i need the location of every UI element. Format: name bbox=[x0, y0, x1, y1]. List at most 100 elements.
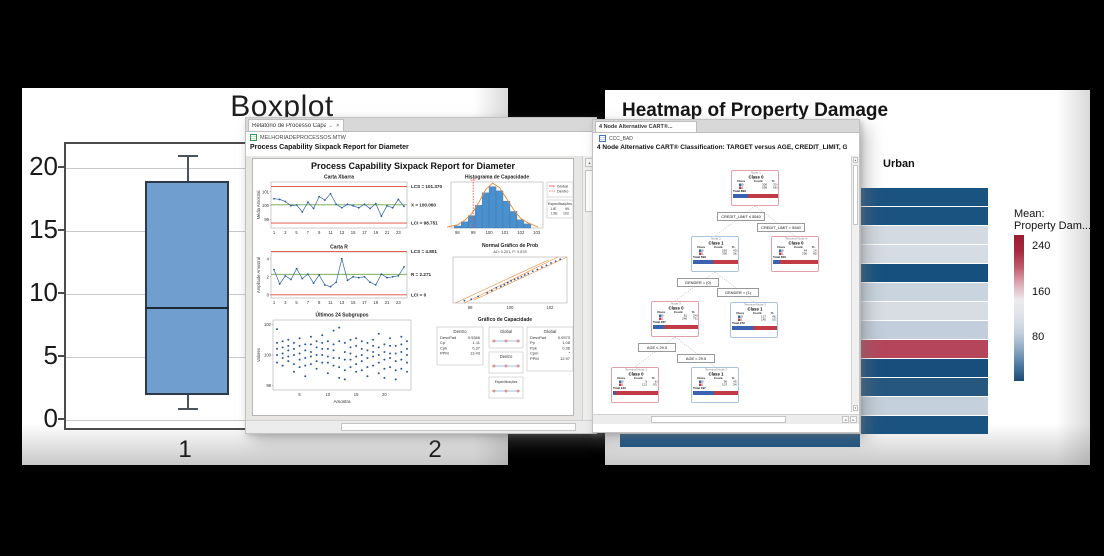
svg-text:0.37: 0.37 bbox=[472, 345, 481, 350]
svg-text:100: 100 bbox=[262, 203, 270, 208]
svg-text:100: 100 bbox=[486, 230, 494, 235]
tree-node-class: Class 1 bbox=[708, 240, 724, 246]
class0-swatch bbox=[737, 315, 741, 318]
scroll-down-button[interactable]: ▾ bbox=[853, 405, 858, 411]
svg-text:Dentro: Dentro bbox=[500, 354, 513, 359]
class1-bar-segment bbox=[748, 193, 778, 198]
svg-text:1.08: 1.08 bbox=[562, 340, 571, 345]
tree-node-kind: Terminal Node 3 bbox=[744, 303, 766, 307]
svg-text:LCI = 0: LCI = 0 bbox=[411, 292, 427, 297]
heatmap-cell[interactable] bbox=[861, 397, 988, 415]
class0-bar-segment bbox=[693, 390, 715, 395]
heatmap-cell[interactable] bbox=[861, 207, 988, 225]
svg-text:98: 98 bbox=[455, 230, 460, 235]
class1-swatch bbox=[698, 383, 702, 387]
tree-node-total: Total 272 bbox=[732, 321, 745, 325]
svg-text:99: 99 bbox=[264, 217, 269, 222]
tree-node-tnode4[interactable]: Terminal Node 4 Class 0 Class Count% 0 44 14.7… bbox=[771, 236, 819, 272]
sixpack-content-panel: Process Capability Sixpack Report for Di… bbox=[246, 156, 596, 421]
tab-close-icon[interactable]: ✕ bbox=[335, 122, 340, 129]
heatmap-cell[interactable] bbox=[861, 416, 988, 434]
sixpack-report-window: Relatório de Processo Capa... ⌄ ✕ MELHOR… bbox=[245, 117, 597, 434]
heatmap-legend-title-line2: Property Dam... bbox=[1014, 220, 1092, 232]
tree-node-class: Class 0 bbox=[788, 240, 804, 246]
heatmap-cell[interactable] bbox=[861, 321, 988, 339]
svg-text:101: 101 bbox=[262, 189, 270, 194]
heatmap-occluded-column-sliver bbox=[620, 434, 860, 447]
tree-node-class-bar bbox=[693, 390, 738, 395]
tree-node-node3[interactable]: Node 3 Class 0 Class Count% 0 81 24.8 1 246 75.2 T… bbox=[651, 301, 699, 337]
class1-swatch bbox=[698, 252, 702, 256]
scroll-left-button[interactable]: ◂ bbox=[842, 416, 849, 423]
heatmap-cell[interactable] bbox=[861, 264, 988, 282]
sixpack-horizontal-scrollbar[interactable] bbox=[246, 420, 596, 433]
class1-swatch bbox=[658, 317, 662, 321]
cart-tab-label: 4 Node Alternative CART®... bbox=[599, 124, 673, 130]
heatmap-cell[interactable] bbox=[861, 245, 988, 263]
cart-heading: 4 Node Alternative CART® Classification:… bbox=[597, 144, 847, 151]
tree-node-class-bar bbox=[693, 259, 738, 264]
svg-text:Cpm: Cpm bbox=[530, 351, 539, 356]
tree-node-tnode1[interactable]: Terminal Node 1 Class 0 Class Count% 0 9 6.9 1 1… bbox=[611, 367, 659, 403]
boxplot-median-line bbox=[145, 306, 229, 309]
scroll-right-button[interactable]: ▸ bbox=[850, 416, 857, 423]
boxplot-ytick-label: 15 bbox=[29, 214, 58, 245]
tree-node-class-bar bbox=[773, 259, 818, 264]
svg-text:11: 11 bbox=[328, 230, 333, 235]
boxplot-ytick-label: 10 bbox=[29, 277, 58, 308]
heatmap-legend-tick-80: 80 bbox=[1032, 331, 1045, 343]
svg-text:Histograma de Capacidade: Histograma de Capacidade bbox=[465, 175, 529, 181]
svg-text:7: 7 bbox=[307, 230, 310, 235]
class0-bar-segment bbox=[733, 193, 749, 198]
tree-split-label: CREDIT_LIMIT ≤ 5540 bbox=[717, 212, 765, 221]
tree-node-total: Total 327 bbox=[653, 320, 666, 324]
class1-bar-segment bbox=[713, 259, 738, 264]
heatmap-title: Heatmap of Property Damage bbox=[622, 100, 889, 121]
heatmap-cell[interactable] bbox=[861, 226, 988, 244]
tree-split-label: AGE > 29.5 bbox=[677, 354, 715, 363]
boxplot-tick-mark bbox=[58, 418, 65, 421]
heatmap-cell[interactable] bbox=[861, 188, 988, 206]
svg-text:5: 5 bbox=[298, 392, 301, 397]
tree-node-class: Class 1 bbox=[708, 371, 724, 377]
svg-text:Especificações: Especificações bbox=[495, 380, 518, 384]
svg-text:0.9366: 0.9366 bbox=[468, 335, 481, 340]
svg-text:0.9573: 0.9573 bbox=[558, 335, 571, 340]
heatmap-cell[interactable] bbox=[861, 378, 988, 396]
sixpack-hscroll-thumb[interactable] bbox=[341, 423, 576, 431]
heatmap-cell[interactable] bbox=[861, 359, 988, 377]
worksheet-icon bbox=[250, 134, 257, 141]
class0-swatch bbox=[698, 249, 702, 252]
heatmap-cell[interactable] bbox=[861, 283, 988, 301]
tree-node-tnode3[interactable]: Terminal Node 3 Class 1 Class Count% 0 127 46.… bbox=[730, 302, 778, 338]
tab-menu-icon[interactable]: ⌄ bbox=[328, 122, 333, 129]
svg-text:LCS = 101.370: LCS = 101.370 bbox=[411, 184, 442, 189]
sixpack-canvas-title: Process Capability Sixpack Report for Di… bbox=[310, 161, 516, 171]
cart-horizontal-scrollbar[interactable]: ◂ ▸ bbox=[593, 414, 859, 424]
heatmap-cell[interactable] bbox=[861, 340, 988, 358]
svg-text:1: 1 bbox=[273, 300, 276, 305]
tree-node-class: Class 1 bbox=[747, 306, 763, 312]
boxplot-upper-cap bbox=[178, 155, 198, 158]
svg-text:17: 17 bbox=[362, 230, 367, 235]
scroll-up-button[interactable]: ▴ bbox=[853, 157, 858, 163]
svg-text:1.11: 1.11 bbox=[473, 340, 481, 345]
svg-text:3: 3 bbox=[284, 300, 287, 305]
cart-hscroll-thumb[interactable] bbox=[651, 416, 786, 423]
sixpack-worksheet-row: MELHORIADEPROCESSOS.MTW bbox=[250, 134, 346, 141]
cart-vscroll-thumb[interactable] bbox=[853, 165, 858, 225]
tree-node-class-bar bbox=[613, 390, 658, 395]
tree-node-root[interactable]: Node 1 Class 0 Class Count% 0 300 33.4 1 599 66.6… bbox=[731, 170, 779, 206]
class1-swatch bbox=[737, 318, 741, 322]
tree-node-tnode2[interactable]: Terminal Node 2 Class 1 Class Count% 0 90 45.7… bbox=[691, 367, 739, 403]
svg-text:103: 103 bbox=[533, 230, 541, 235]
tree-node-node2[interactable]: Node 2 Class 1 Class Count% 0 263 43.9 1 336 56.1… bbox=[691, 236, 739, 272]
cart-tab[interactable]: 4 Node Alternative CART®... bbox=[595, 121, 697, 132]
heatmap-cell[interactable] bbox=[861, 302, 988, 320]
cart-vertical-scrollbar[interactable]: ▴ ▾ bbox=[851, 156, 859, 412]
svg-text:2: 2 bbox=[267, 274, 270, 279]
cart-tab-bar: 4 Node Alternative CART®... bbox=[593, 120, 859, 133]
sixpack-tab[interactable]: Relatório de Processo Capa... ⌄ ✕ bbox=[248, 119, 344, 131]
